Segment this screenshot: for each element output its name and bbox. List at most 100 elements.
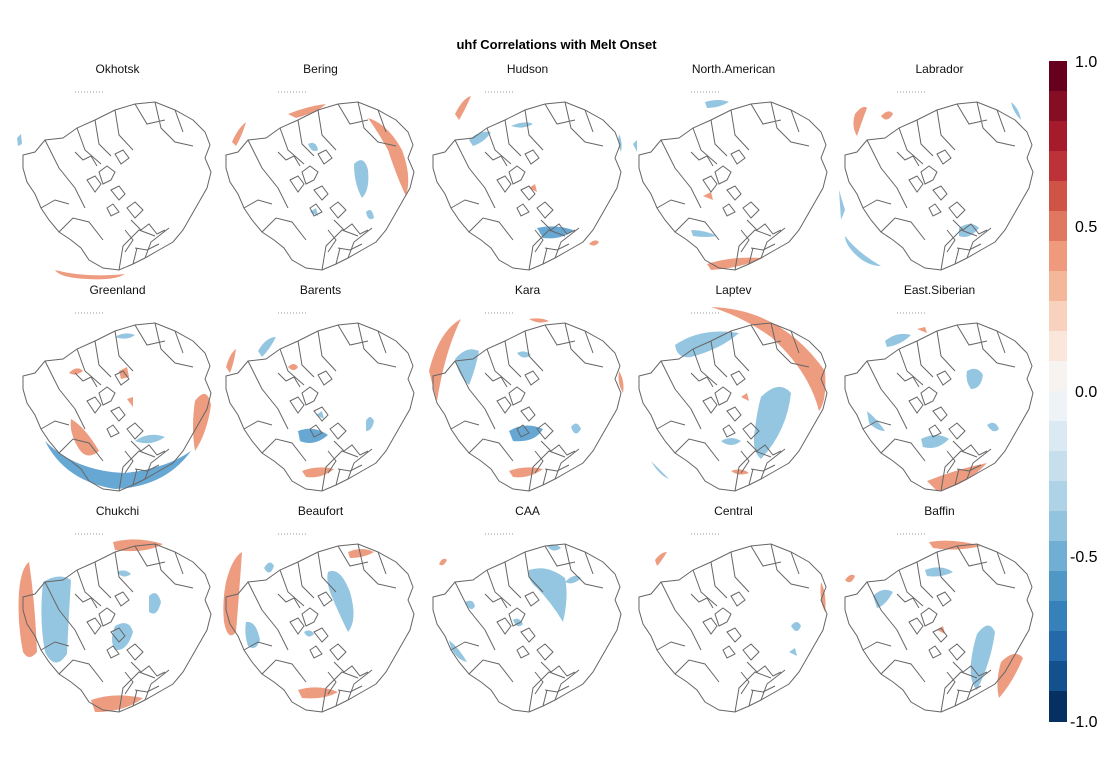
colorbar-tick-label: -0.5 [1070, 549, 1098, 566]
negative-correlation-region [721, 438, 741, 445]
positive-correlation-region [881, 111, 893, 120]
basemap [432, 543, 622, 713]
negative-correlation-region [571, 423, 581, 434]
panel-okhotsk: Okhotsk [15, 62, 220, 282]
panel-label: Laptev [715, 283, 752, 297]
positive-correlation-region [917, 327, 927, 333]
colorbar-step [1049, 391, 1067, 422]
coastline [432, 322, 622, 492]
colorbar-step [1049, 301, 1067, 332]
basemap [22, 543, 212, 713]
positive-correlation-region [288, 364, 298, 370]
colorbar-step [1049, 631, 1067, 662]
coast-detail [896, 151, 988, 253]
arctic-islands [86, 591, 144, 661]
coastline [22, 101, 212, 271]
coastline [844, 543, 1034, 713]
country-borders [656, 543, 810, 713]
negative-correlation-region [675, 331, 739, 358]
positive-correlation-region [429, 319, 461, 401]
coast-detail [690, 151, 782, 253]
colorbar-tick-label: -1.0 [1070, 714, 1098, 731]
colorbar [1049, 61, 1067, 722]
positive-correlation-region [223, 552, 242, 636]
negative-correlation-region [264, 562, 274, 573]
map-chukchi [18, 533, 212, 713]
negative-correlation-region [789, 648, 797, 656]
basemap [225, 322, 415, 492]
arctic-islands [908, 370, 966, 440]
positive-correlation-region [703, 192, 713, 200]
colorbar-step [1049, 541, 1067, 572]
panel-hudson: Hudson [425, 62, 630, 282]
colorbar-step [1049, 211, 1067, 242]
negative-correlation-region [258, 337, 276, 357]
panel-label: Beaufort [297, 504, 344, 518]
panel-label: Hudson [506, 62, 549, 76]
map-north-american [633, 91, 828, 271]
map-okhotsk [17, 91, 212, 280]
arctic-islands [86, 149, 144, 219]
negative-correlation-region [465, 600, 475, 610]
colorbar-step [1049, 421, 1067, 452]
positive-correlation-region [655, 552, 667, 566]
negative-correlation-region [308, 142, 318, 152]
positive-correlation-region [618, 371, 624, 393]
colorbar-tick-label: 0.5 [1075, 219, 1098, 236]
negative-correlation-region [455, 349, 479, 385]
negative-correlation-region [327, 570, 354, 632]
negative-correlation-region [885, 333, 911, 347]
anomaly-layer [651, 307, 826, 479]
colorbar-step [1049, 91, 1067, 122]
basemap [432, 322, 622, 492]
positive-correlation-region [741, 393, 749, 401]
coastline [22, 543, 212, 713]
basemap [638, 322, 828, 492]
arctic-islands [702, 370, 760, 440]
negative-correlation-region [304, 630, 314, 637]
negative-correlation-region [970, 625, 995, 690]
map-central [638, 533, 828, 713]
colorbar-step [1049, 661, 1067, 692]
positive-correlation-region [348, 549, 374, 558]
negative-correlation-region [17, 134, 22, 146]
basemap [638, 543, 828, 713]
arctic-islands [496, 149, 554, 219]
map-caa [432, 533, 622, 713]
positive-correlation-region [298, 687, 338, 699]
negative-correlation-region [135, 434, 165, 444]
positive-correlation-region [455, 96, 471, 120]
country-borders [862, 101, 1016, 271]
colorbar-step [1049, 121, 1067, 152]
basemap [225, 543, 415, 713]
anomaly-layer [223, 549, 374, 699]
negative-correlation-region [517, 351, 531, 358]
coastline [22, 322, 212, 492]
basemap [844, 543, 1034, 713]
positive-correlation-region [845, 574, 855, 583]
panel-east-siberian: East.Siberian [837, 283, 1042, 503]
coastline [432, 543, 622, 713]
positive-correlation-region [997, 653, 1023, 698]
basemap [22, 322, 212, 492]
colorbar-step [1049, 511, 1067, 542]
panel-central: Central [631, 504, 836, 724]
anomaly-layer [429, 318, 624, 478]
arctic-islands [496, 591, 554, 661]
country-borders [450, 543, 604, 713]
coast-detail [484, 151, 576, 253]
coast-detail [74, 593, 166, 695]
coastline [638, 543, 828, 713]
positive-correlation-region [288, 104, 326, 118]
map-bering [225, 91, 415, 271]
positive-correlation-region [91, 695, 143, 712]
coast-detail [74, 151, 166, 253]
positive-correlation-region [853, 106, 867, 136]
negative-correlation-region [245, 621, 260, 648]
panel-baffin: Baffin [837, 504, 1042, 724]
anomaly-layer [17, 134, 125, 280]
map-hudson [432, 91, 622, 271]
coastline [844, 322, 1034, 492]
negative-correlation-region [1011, 102, 1021, 120]
anomaly-layer [18, 539, 163, 712]
